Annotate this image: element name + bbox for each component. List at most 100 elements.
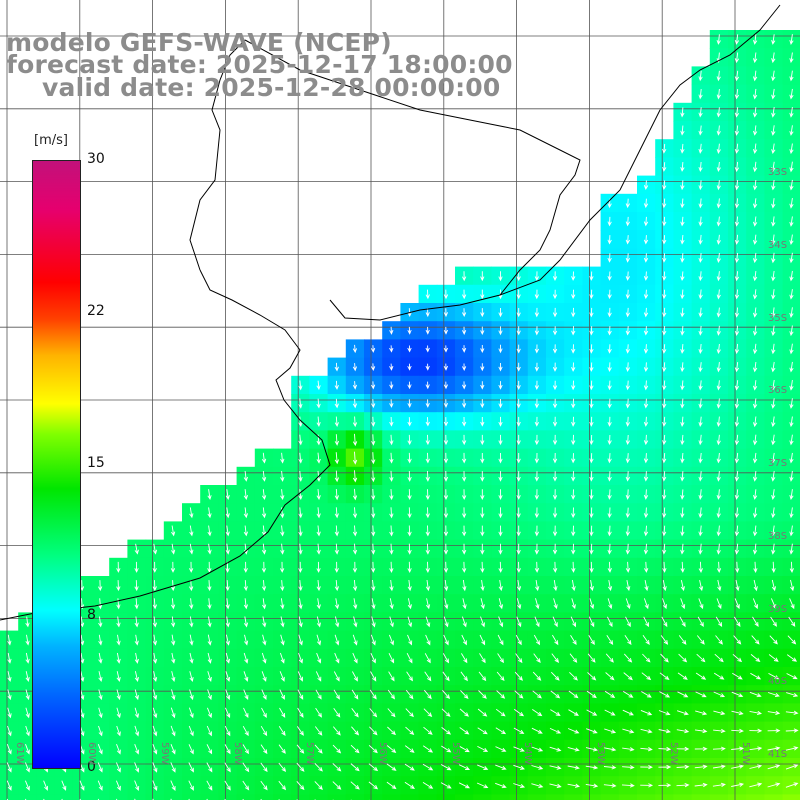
- wind-vector: [585, 783, 599, 788]
- wind-vector: [785, 764, 799, 770]
- wind-vector: [116, 598, 121, 610]
- wind-vector: [734, 180, 740, 191]
- wind-vector: [79, 780, 85, 791]
- wind-vector: [605, 653, 614, 663]
- wind-vector: [734, 70, 740, 82]
- wind-vector: [680, 198, 685, 209]
- wind-vector: [589, 289, 594, 300]
- wind-vector: [587, 653, 596, 663]
- wind-vector: [698, 253, 703, 263]
- wind-vector: [749, 764, 763, 769]
- wind-vector: [569, 653, 578, 663]
- wind-vector: [352, 381, 358, 390]
- wind-vector: [607, 561, 612, 573]
- wind-vector: [789, 452, 794, 464]
- wind-vector: [514, 690, 524, 699]
- wind-speed-cell: [473, 794, 492, 800]
- wind-vector: [571, 307, 576, 318]
- wind-speed-cell: [600, 794, 620, 800]
- wind-vector: [752, 88, 758, 100]
- wind-vector: [243, 652, 249, 664]
- wind-vector: [189, 671, 194, 682]
- wind-vector: [534, 561, 540, 573]
- wind-vector: [660, 653, 669, 663]
- coastline-segment: [244, 39, 581, 321]
- wind-vector: [625, 489, 630, 500]
- wind-vector: [189, 616, 194, 628]
- wind-vector: [516, 616, 522, 628]
- wind-vector: [425, 579, 431, 592]
- wind-vector: [498, 308, 503, 318]
- wind-vector: [480, 580, 485, 592]
- wind-vector: [116, 744, 121, 755]
- wind-vector: [531, 783, 544, 789]
- wind-vector: [351, 708, 359, 718]
- wind-vector: [752, 161, 758, 173]
- wind-vector: [644, 580, 649, 592]
- wind-speed-cell: [655, 794, 674, 800]
- wind-vector: [677, 672, 688, 680]
- wind-vector: [477, 708, 488, 717]
- wind-vector: [280, 598, 285, 610]
- wind-vector: [643, 198, 649, 209]
- wind-vector: [771, 361, 776, 373]
- wind-vector: [334, 470, 340, 483]
- wind-vector: [607, 380, 612, 391]
- wind-vector: [298, 543, 303, 555]
- wind-vector: [789, 234, 794, 246]
- wind-vector: [461, 634, 467, 646]
- wind-vector: [716, 380, 721, 391]
- wind-vector: [662, 453, 667, 464]
- wind-vector: [152, 652, 158, 664]
- wind-vector: [371, 416, 376, 427]
- wind-vector: [698, 307, 703, 318]
- wind-speed-cell: [491, 794, 511, 800]
- wind-vector: [461, 289, 467, 300]
- wind-speed-cell: [764, 794, 784, 800]
- wind-vector: [752, 343, 758, 355]
- wind-vector: [625, 561, 631, 573]
- wind-vector: [571, 525, 576, 537]
- wind-vector: [643, 471, 649, 482]
- wind-vector: [404, 763, 415, 771]
- wind-vector: [516, 416, 521, 427]
- wind-vector: [480, 308, 485, 318]
- wind-vector: [789, 507, 794, 519]
- wind-vector: [698, 561, 703, 574]
- wind-vector: [516, 289, 521, 300]
- wind-vector: [607, 598, 613, 610]
- wind-vector: [622, 765, 635, 770]
- wind-vector: [279, 561, 285, 573]
- wind-vector: [659, 672, 670, 681]
- wind-vector: [789, 289, 794, 300]
- wind-vector: [171, 543, 176, 555]
- wind-vector: [407, 381, 412, 390]
- wind-vector: [7, 634, 12, 646]
- wind-vector: [789, 598, 795, 610]
- colorbar-unit: [m/s]: [34, 133, 68, 148]
- wind-vector: [516, 326, 521, 336]
- wind-vector: [662, 180, 667, 191]
- wind-vector: [731, 782, 744, 787]
- wind-vector: [314, 781, 323, 790]
- wind-vector: [496, 671, 505, 681]
- wind-vector: [243, 689, 249, 700]
- wind-vector: [480, 598, 485, 610]
- wind-vector: [368, 744, 378, 754]
- wind-vector: [386, 781, 397, 790]
- wind-vector: [459, 727, 470, 735]
- wind-vector: [404, 781, 415, 789]
- wind-vector: [407, 507, 412, 519]
- wind-vector: [389, 525, 394, 537]
- wind-vector: [571, 471, 576, 482]
- wind-vector: [460, 690, 469, 699]
- wind-vector: [243, 489, 249, 501]
- wind-vector: [498, 525, 503, 537]
- wind-vector: [625, 543, 630, 555]
- wind-vector: [407, 616, 413, 628]
- wind-vector: [260, 744, 268, 755]
- wind-vector: [771, 543, 776, 555]
- wind-vector: [443, 326, 449, 335]
- wind-vector: [477, 745, 489, 752]
- wind-vector: [370, 363, 376, 372]
